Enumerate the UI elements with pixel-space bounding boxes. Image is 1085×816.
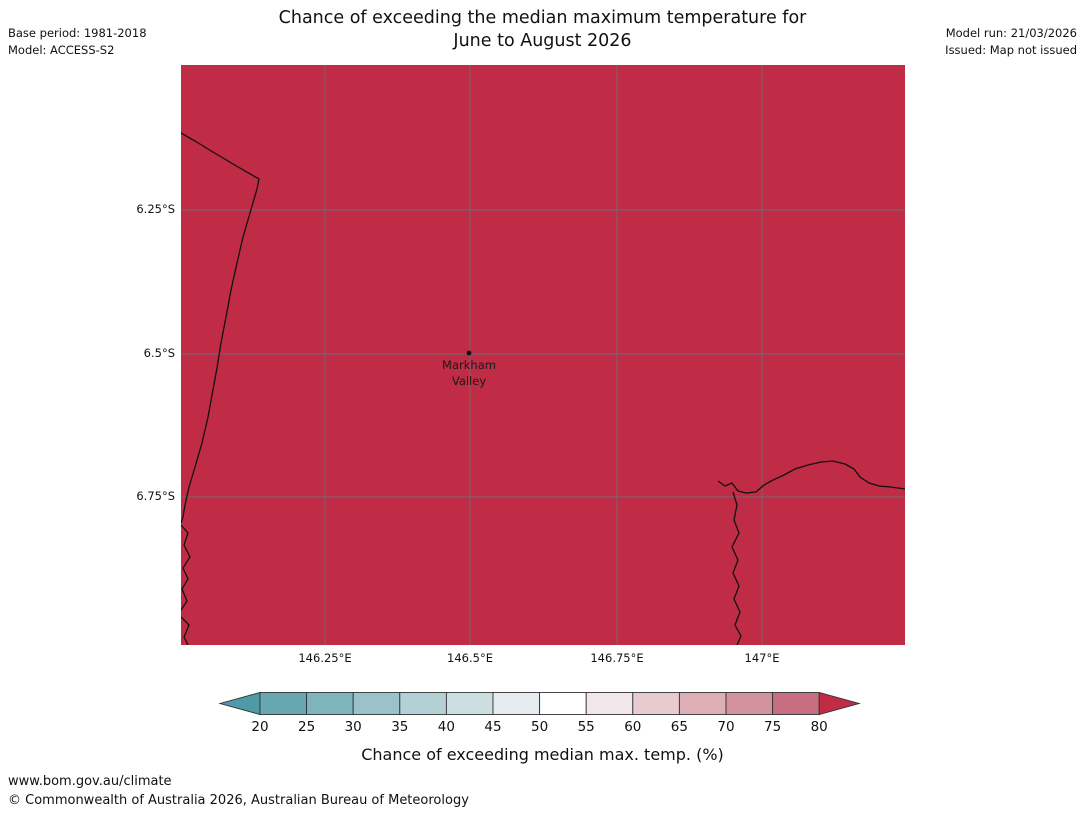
colorbar-segment xyxy=(539,692,587,715)
coastline xyxy=(181,524,191,611)
meta-left: Base period: 1981-2018 Model: ACCESS-S2 xyxy=(8,25,147,59)
colorbar-svg xyxy=(218,691,861,716)
place-marker-dot xyxy=(466,350,472,356)
model-run-text: Model run: 21/03/2026 xyxy=(945,26,1077,40)
colorbar-segment xyxy=(445,692,494,715)
coastline xyxy=(181,616,190,645)
footer-copyright: © Commonwealth of Australia 2026, Austra… xyxy=(8,793,469,808)
colorbar-segment xyxy=(772,692,820,715)
title-line1: Chance of exceeding the median maximum t… xyxy=(278,8,807,28)
meta-right: Model run: 21/03/2026 Issued: Map not is… xyxy=(945,25,1077,59)
colorbar-caption: Chance of exceeding median max. temp. (%… xyxy=(361,745,724,764)
map-svg xyxy=(181,65,905,645)
colorbar-segment xyxy=(492,692,541,715)
coastline xyxy=(731,491,742,645)
colorbar-tick-label: 30 xyxy=(344,719,362,735)
colorbar-segment xyxy=(306,692,354,715)
coastline xyxy=(717,460,905,494)
base-period-text: Base period: 1981-2018 xyxy=(8,26,147,40)
lon-label-146-75e: 146.75°E xyxy=(590,651,644,665)
colorbar-arrow-right xyxy=(818,691,861,716)
colorbar-tick-label: 50 xyxy=(531,719,549,735)
colorbar-tick-label: 40 xyxy=(437,719,455,735)
map-area: Markham Valley xyxy=(181,65,905,645)
colorbar-segment xyxy=(399,692,447,715)
lat-label-6-75s: 6.75°S xyxy=(136,489,175,503)
place-label-line2: Valley xyxy=(451,373,487,388)
colorbar-segment xyxy=(585,692,634,715)
page-title: Chance of exceeding the median maximum t… xyxy=(0,7,1085,53)
colorbar-tick-label: 80 xyxy=(810,719,828,735)
coastline xyxy=(181,132,260,524)
colorbar-tick-label: 35 xyxy=(391,719,409,735)
colorbar-tick-label: 70 xyxy=(717,719,735,735)
colorbar-ticks: 20 25 30 35 40 45 50 55 60 65 70 75 80 xyxy=(218,719,862,739)
place-label-line1: Markham xyxy=(442,358,496,372)
footer-url: www.bom.gov.au/climate xyxy=(8,774,172,789)
lon-label-146-5e: 146.5°E xyxy=(447,651,493,665)
colorbar-tick-label: 60 xyxy=(624,719,642,735)
colorbar-tick-label: 25 xyxy=(298,719,316,735)
lat-label-6-25s: 6.25°S xyxy=(136,202,175,216)
lat-label-6-5s: 6.5°S xyxy=(143,346,175,360)
colorbar-segment xyxy=(725,692,774,715)
colorbar-tick-label: 75 xyxy=(764,719,782,735)
colorbar-segment xyxy=(632,692,680,715)
colorbar-segment xyxy=(259,692,308,715)
colorbar xyxy=(218,691,862,717)
colorbar-tick-label: 20 xyxy=(251,719,269,735)
colorbar-tick-label: 45 xyxy=(484,719,502,735)
title-line2: June to August 2026 xyxy=(453,31,632,51)
lon-label-147e: 147°E xyxy=(744,651,780,665)
colorbar-segment xyxy=(678,692,727,715)
issued-text: Issued: Map not issued xyxy=(945,43,1077,57)
colorbar-segment xyxy=(352,692,401,715)
model-text: Model: ACCESS-S2 xyxy=(8,43,115,57)
colorbar-tick-label: 65 xyxy=(670,719,688,735)
place-label: Markham Valley xyxy=(409,358,529,389)
lon-label-146-25e: 146.25°E xyxy=(298,651,352,665)
colorbar-tick-label: 55 xyxy=(577,719,595,735)
colorbar-arrow-left xyxy=(218,691,261,716)
